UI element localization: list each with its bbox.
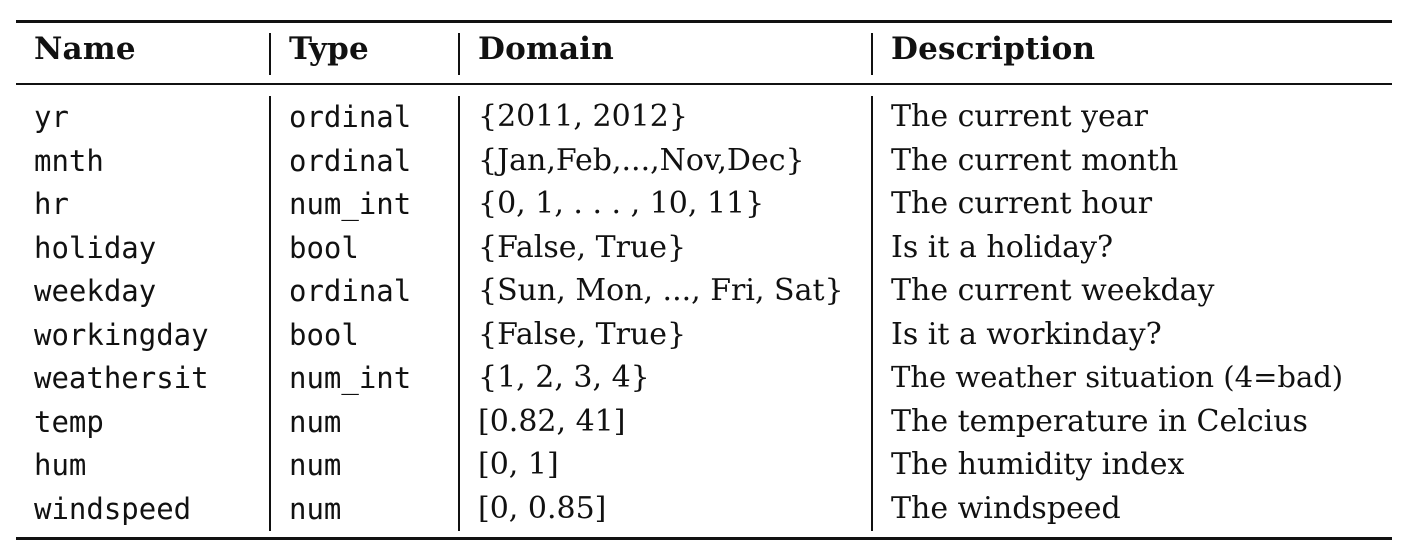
cell-domain: [0.82, 41] [478, 403, 626, 439]
cell-description: The windspeed [891, 490, 1121, 526]
column-separator [269, 96, 271, 531]
header-type: Type [289, 31, 369, 67]
cell-domain: [0, 1] [478, 447, 559, 482]
cell-description: The current month [891, 142, 1179, 178]
cell-type: num [289, 448, 342, 482]
header-separator [458, 33, 460, 75]
cell-description: The weather situation (4=bad) [891, 360, 1344, 394]
cell-type: ordinal [289, 100, 412, 134]
cell-domain: {1, 2, 3, 4} [478, 360, 650, 395]
cell-name: hum [34, 448, 87, 482]
cell-domain: {Jan,Feb,...,Nov,Dec} [478, 142, 805, 178]
cell-name: yr [34, 100, 69, 134]
cell-domain: {False, True} [478, 229, 687, 265]
cell-type: num [289, 491, 342, 526]
table-row: windspeed num [0, 0.85] The windspeed [16, 489, 1392, 533]
cell-name: mnth [34, 143, 104, 178]
cell-type: bool [289, 230, 359, 265]
cell-name: workingday [34, 317, 209, 352]
column-separator [871, 96, 873, 531]
cell-description: Is it a holiday? [891, 229, 1114, 265]
header-name: Name [34, 31, 136, 67]
cell-type: ordinal [289, 274, 412, 308]
header-domain: Domain [478, 31, 614, 67]
cell-description: The current weekday [891, 273, 1215, 308]
cell-domain: {0, 1, . . . , 10, 11} [478, 186, 765, 221]
cell-name: weekday [34, 274, 157, 308]
cell-description: Is it a workinday? [891, 316, 1162, 352]
table-header-rule [16, 83, 1392, 85]
table-bottom-rule [16, 537, 1392, 540]
cell-type: num [289, 404, 342, 439]
table-row: holiday bool {False, True} Is it a holid… [16, 228, 1392, 272]
cell-domain: {False, True} [478, 316, 687, 352]
table-row: hum num [0, 1] The humidity index [16, 445, 1392, 489]
table-top-rule [16, 20, 1392, 23]
header-description: Description [891, 31, 1096, 67]
cell-type: ordinal [289, 143, 412, 178]
table-row: hr num_int {0, 1, . . . , 10, 11} The cu… [16, 184, 1392, 228]
cell-type: num_int [289, 187, 412, 221]
header-separator [871, 33, 873, 75]
cell-type: bool [289, 317, 359, 352]
table-row: mnth ordinal {Jan,Feb,...,Nov,Dec} The c… [16, 141, 1392, 185]
cell-name: weathersit [34, 361, 209, 395]
table-row: yr ordinal {2011, 2012} The current year [16, 97, 1392, 141]
cell-domain: [0, 0.85] [478, 490, 607, 526]
table-row: workingday bool {False, True} Is it a wo… [16, 315, 1392, 359]
cell-name: temp [34, 404, 104, 439]
cell-description: The current hour [891, 186, 1153, 221]
cell-description: The humidity index [891, 447, 1185, 482]
table-row: temp num [0.82, 41] The temperature in C… [16, 402, 1392, 446]
cell-name: hr [34, 187, 69, 221]
cell-type: num_int [289, 361, 412, 395]
header-separator [269, 33, 271, 75]
cell-domain: {Sun, Mon, ..., Fri, Sat} [478, 273, 844, 308]
cell-description: The current year [891, 99, 1149, 134]
table-row: weekday ordinal {Sun, Mon, ..., Fri, Sat… [16, 271, 1392, 315]
cell-description: The temperature in Celcius [891, 403, 1308, 439]
table-row: weathersit num_int {1, 2, 3, 4} The weat… [16, 358, 1392, 402]
cell-domain: {2011, 2012} [478, 99, 688, 134]
cell-name: holiday [34, 230, 157, 265]
cell-name: windspeed [34, 491, 192, 526]
column-separator [458, 96, 460, 531]
